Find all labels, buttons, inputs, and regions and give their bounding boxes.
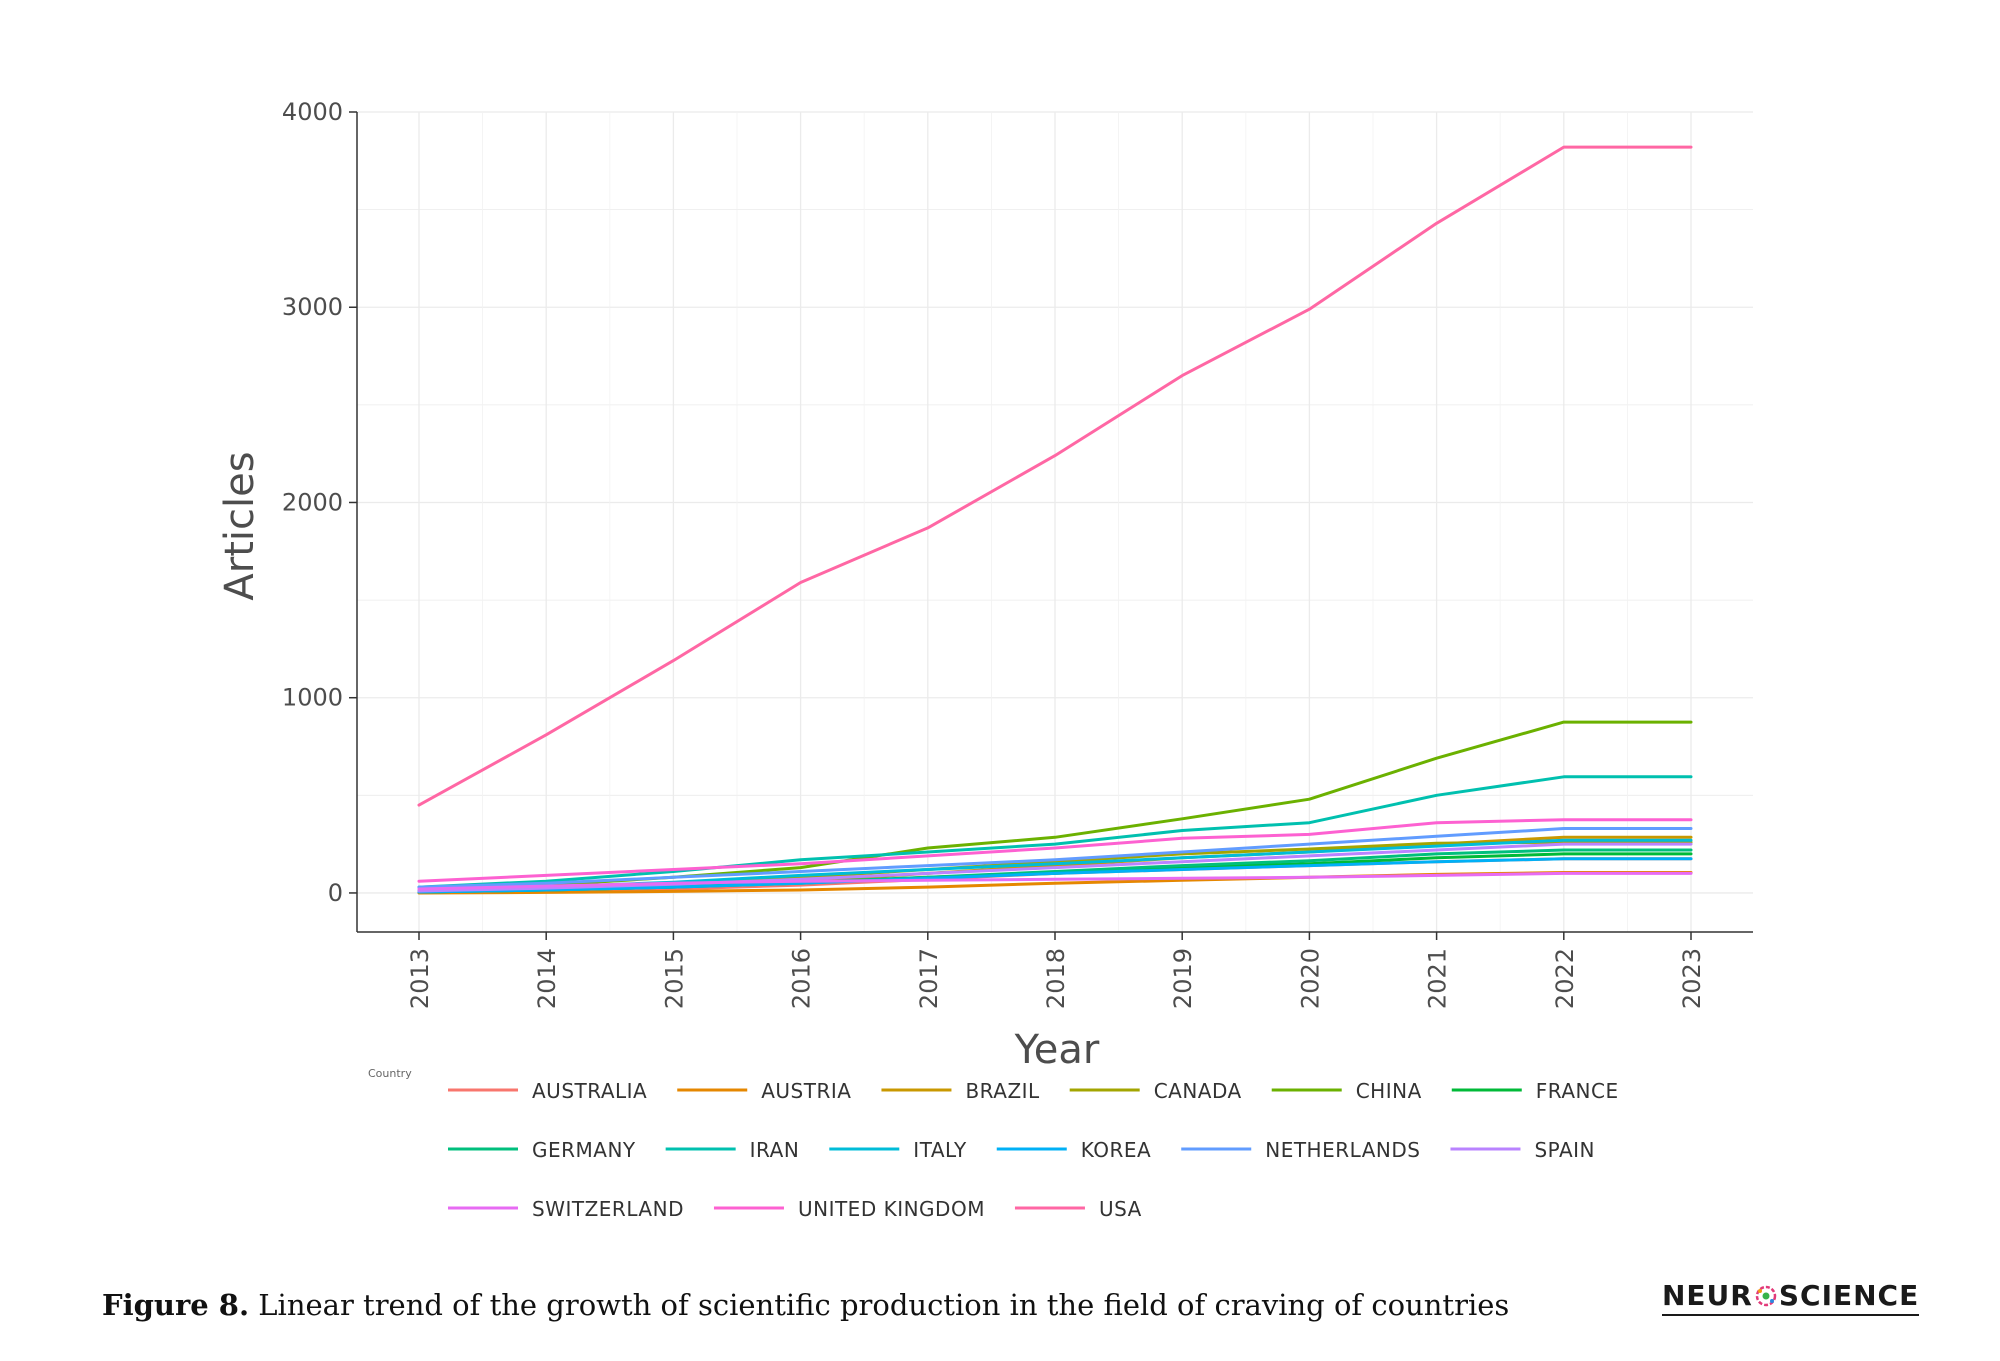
brain-icon (1755, 1285, 1777, 1306)
legend-label: USA (1099, 1197, 1142, 1221)
y-tick-label: 3000 (282, 293, 343, 321)
x-tick-label: 2013 (406, 948, 434, 1009)
series-line-korea (417, 857, 1693, 894)
series-line-usa (417, 145, 1693, 807)
figure-caption-text: Linear trend of the growth of scientific… (249, 1288, 1510, 1322)
series-line-united-kingdom (417, 818, 1693, 883)
neuroscience-logo: NEUR SCIENCE (1662, 1279, 1920, 1316)
legend-label: IRAN (750, 1138, 800, 1162)
legend-label: AUSTRIA (761, 1079, 851, 1103)
y-tick-label: 4000 (282, 98, 343, 126)
series-line-iran (417, 775, 1693, 889)
x-tick-label: 2017 (915, 948, 943, 1009)
legend-label: SPAIN (1534, 1138, 1595, 1162)
y-tick-label: 1000 (282, 684, 343, 712)
legend-label: CANADA (1154, 1079, 1242, 1103)
logo-text-left: NEUR (1662, 1279, 1753, 1312)
x-tick-label: 2020 (1296, 948, 1324, 1009)
legend-label: UNITED KINGDOM (798, 1197, 985, 1221)
x-tick-label: 2018 (1042, 948, 1070, 1009)
legend-label: ITALY (913, 1138, 967, 1162)
legend-label: FRANCE (1536, 1079, 1619, 1103)
legend-label: KOREA (1081, 1138, 1151, 1162)
series-line-switzerland (417, 871, 1693, 891)
x-tick-label: 2019 (1169, 948, 1197, 1009)
logo-text-right: SCIENCE (1778, 1279, 1920, 1312)
legend-label: NETHERLANDS (1265, 1138, 1420, 1162)
series-line-netherlands (417, 827, 1693, 889)
legend: AUSTRALIA AUSTRIA BRAZIL CANADA CHINA FRANCE G… (448, 1079, 1619, 1221)
legend-title: Country (368, 1067, 412, 1080)
tick-labels: 0 1000 2000 3000 4000 2013 2014 2015 2016 2017 201… (282, 98, 1706, 1009)
y-tick-label: 2000 (282, 488, 343, 516)
legend-label: AUSTRALIA (532, 1079, 647, 1103)
y-tick-label: 0 (328, 879, 343, 907)
series-lines (417, 145, 1693, 895)
x-tick-label: 2015 (660, 948, 688, 1009)
figure-label: Figure 8. (102, 1288, 250, 1322)
legend-label: CHINA (1356, 1079, 1422, 1103)
x-tick-label: 2016 (788, 948, 816, 1009)
x-tick-label: 2023 (1678, 948, 1706, 1009)
grid (357, 111, 1753, 932)
x-axis-title: Year (1014, 1027, 1100, 1073)
x-tick-label: 2022 (1551, 948, 1579, 1009)
axes (349, 111, 1753, 940)
figure-caption: Figure 8. Linear trend of the growth of … (102, 1288, 1509, 1322)
legend-label: GERMANY (532, 1138, 636, 1162)
x-tick-label: 2021 (1424, 948, 1452, 1009)
legend-label: BRAZIL (965, 1079, 1040, 1103)
y-axis-title: Articles (217, 451, 263, 600)
legend-label: SWITZERLAND (532, 1197, 684, 1221)
x-tick-label: 2014 (533, 948, 561, 1009)
